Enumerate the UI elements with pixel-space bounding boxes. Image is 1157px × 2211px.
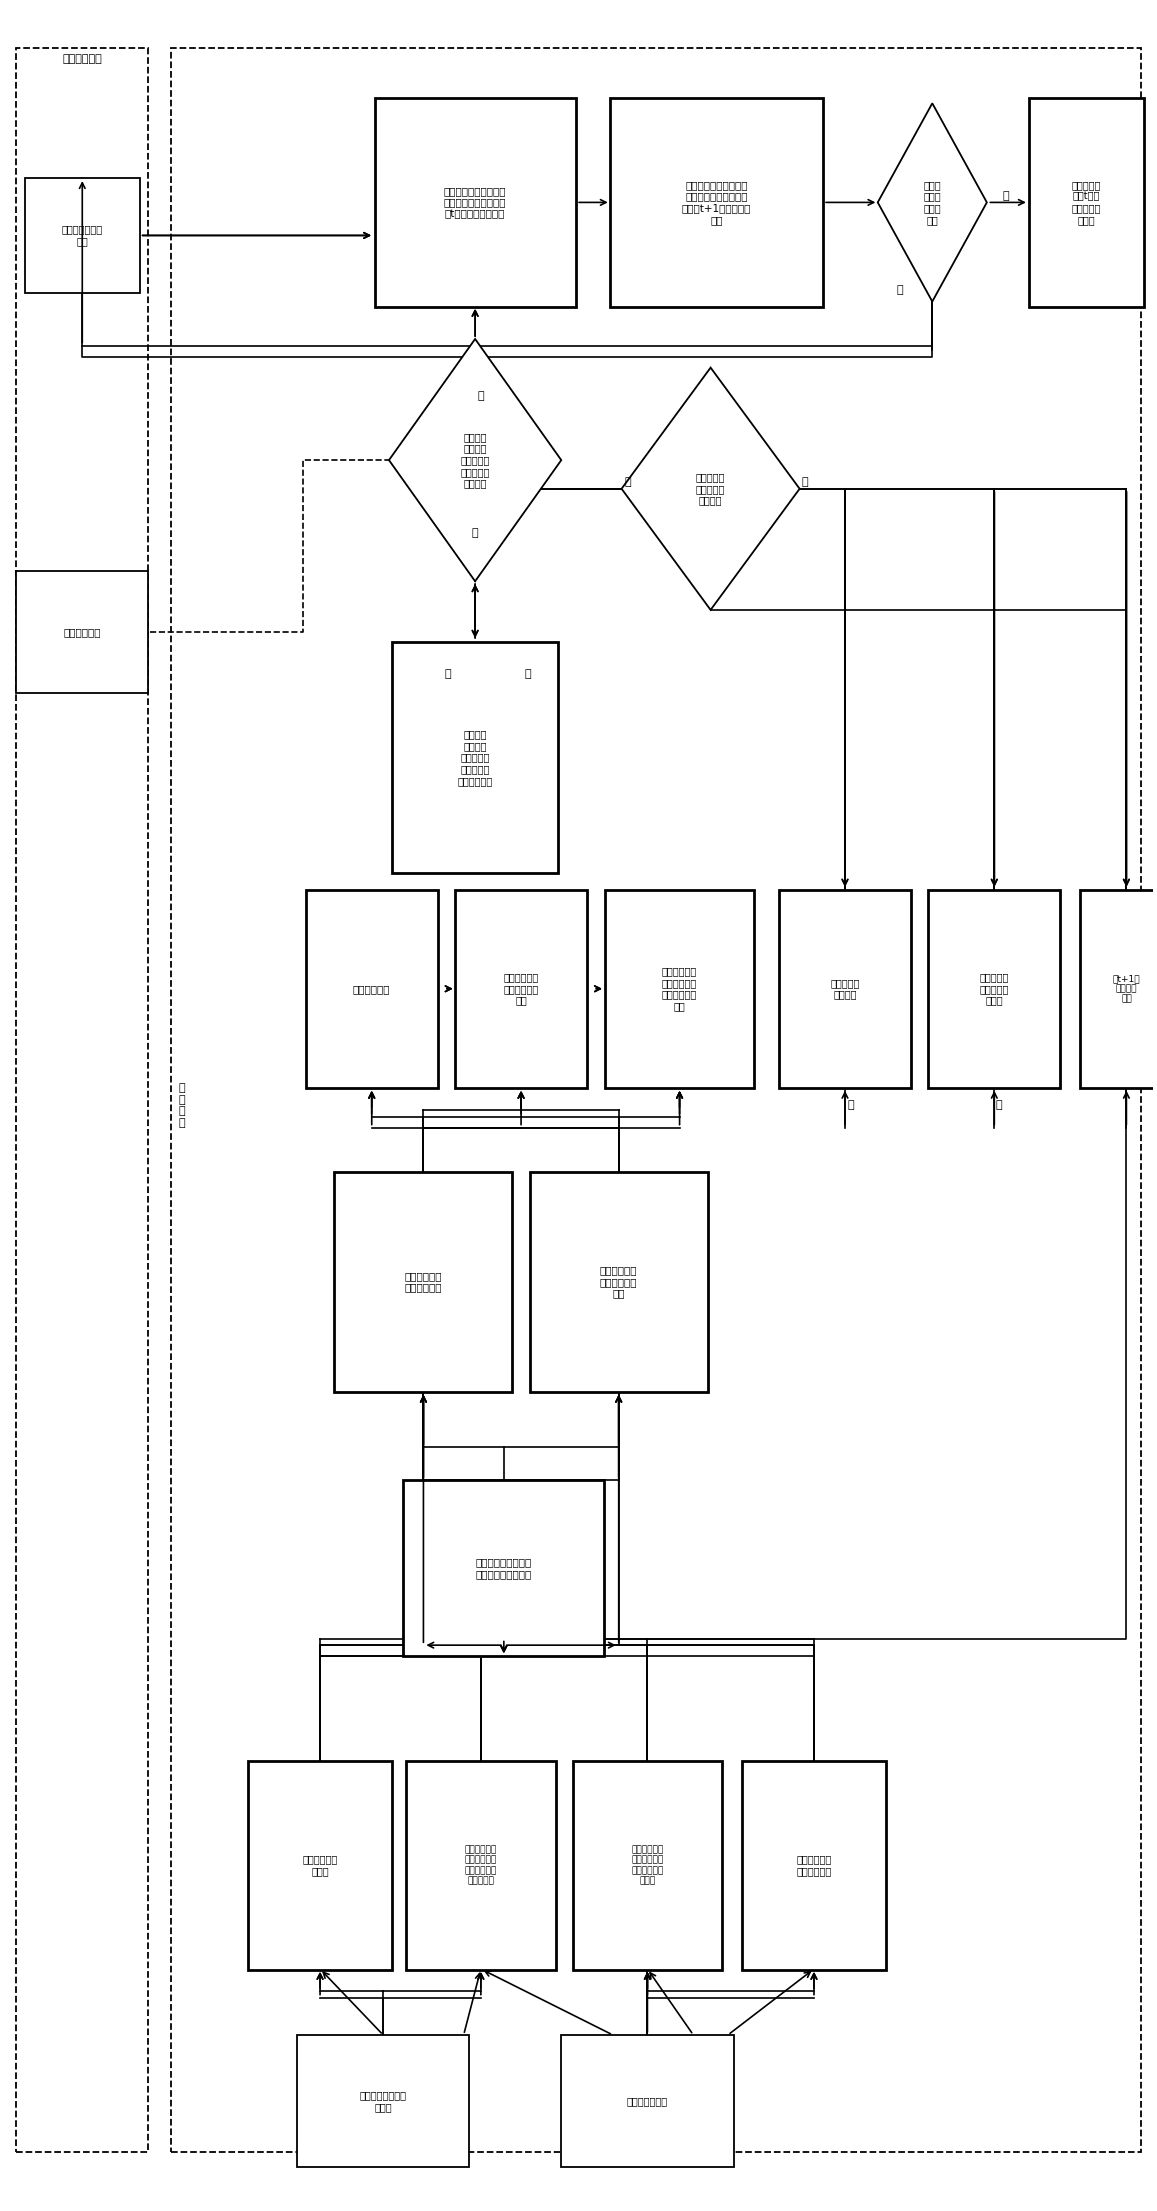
Text: 设置初始条件
及边界条件代
入算法方程确
定系数: 设置初始条件 及边界条件代 入算法方程确 定系数 bbox=[632, 1846, 664, 1886]
FancyBboxPatch shape bbox=[742, 1760, 886, 1970]
Text: 距离迭代次
数超过最大
值的量数: 距离迭代次 数超过最大 值的量数 bbox=[695, 473, 725, 506]
Text: 查管的管热系
数及热阻计算: 查管的管热系 数及热阻计算 bbox=[405, 1271, 442, 1293]
FancyBboxPatch shape bbox=[455, 889, 587, 1088]
Text: 计算时
长达到
设定预
期值: 计算时 长达到 设定预 期值 bbox=[923, 179, 941, 226]
Text: 计算完毕，
所得t时刻
结果即为计
算结果: 计算完毕， 所得t时刻 结果即为计 算结果 bbox=[1071, 179, 1101, 226]
Text: 否: 否 bbox=[625, 478, 632, 486]
FancyBboxPatch shape bbox=[1081, 889, 1157, 1088]
FancyBboxPatch shape bbox=[404, 1479, 604, 1656]
Polygon shape bbox=[621, 367, 799, 610]
FancyBboxPatch shape bbox=[1029, 97, 1143, 307]
FancyBboxPatch shape bbox=[605, 889, 754, 1088]
FancyBboxPatch shape bbox=[297, 2034, 470, 2167]
Text: 根据工质温度计算流
体时刻的热物性参数: 根据工质温度计算流 体时刻的热物性参数 bbox=[476, 1557, 532, 1579]
Text: 基土温度、比
热及导热系数
计算: 基土温度、比 热及导热系数 计算 bbox=[600, 1265, 638, 1298]
Text: 求解控制方程: 求解控制方程 bbox=[353, 984, 391, 993]
FancyBboxPatch shape bbox=[375, 97, 576, 307]
Text: 循环迭代求解: 循环迭代求解 bbox=[64, 628, 101, 637]
Text: 循环迭代计算出
判断: 循环迭代计算出 判断 bbox=[61, 226, 103, 245]
Text: 进入下一轮
装化计算: 进入下一轮 装化计算 bbox=[831, 977, 860, 999]
FancyBboxPatch shape bbox=[305, 889, 437, 1088]
Text: 入t+1时
刻的迭代
计算: 入t+1时 刻的迭代 计算 bbox=[1113, 973, 1141, 1004]
FancyBboxPatch shape bbox=[406, 1760, 555, 1970]
Text: 计
算
部
分: 计 算 部 分 bbox=[179, 1083, 185, 1128]
Text: 是: 是 bbox=[1002, 190, 1009, 201]
Text: 热换器尺寸及热物
性参数: 热换器尺寸及热物 性参数 bbox=[360, 2089, 407, 2112]
Text: 红: 红 bbox=[996, 1101, 1002, 1110]
Text: 红: 红 bbox=[847, 1101, 854, 1110]
Text: 将各时刻的工况温度、
流速及热物性的计算结
果作为t+1日计算的已
知量: 将各时刻的工况温度、 流速及热物性的计算结 果作为t+1日计算的已 知量 bbox=[681, 179, 751, 226]
Text: 否: 否 bbox=[472, 528, 479, 537]
FancyBboxPatch shape bbox=[530, 1172, 708, 1393]
Text: 基于固流耦合
图像及努谢尔
数数: 基于固流耦合 图像及努谢尔 数数 bbox=[503, 973, 539, 1006]
FancyBboxPatch shape bbox=[392, 641, 559, 873]
Text: 进入下一控
制单元体迭
代计算: 进入下一控 制单元体迭 代计算 bbox=[980, 973, 1009, 1006]
Text: 得到每个单元
换热、流速，
压力、换热量
的值: 得到每个单元 换热、流速， 压力、换热量 的值 bbox=[662, 966, 698, 1010]
FancyBboxPatch shape bbox=[928, 889, 1060, 1088]
Text: 是: 是 bbox=[444, 668, 451, 679]
Text: 初始参数设置: 初始参数设置 bbox=[62, 55, 102, 64]
Text: 否: 否 bbox=[897, 285, 904, 296]
Text: 计算截面节点
元素方向角、
截面坐标节点
位置及序号: 计算截面节点 元素方向角、 截面坐标节点 位置及序号 bbox=[465, 1846, 498, 1886]
FancyBboxPatch shape bbox=[16, 570, 148, 692]
FancyBboxPatch shape bbox=[249, 1760, 392, 1970]
FancyBboxPatch shape bbox=[573, 1760, 722, 1970]
Text: 计算时间及距
离步长、建模: 计算时间及距 离步长、建模 bbox=[796, 1855, 832, 1877]
Text: 是: 是 bbox=[478, 391, 484, 400]
FancyBboxPatch shape bbox=[24, 179, 140, 292]
Text: 否: 否 bbox=[524, 668, 531, 679]
Text: 是: 是 bbox=[802, 478, 808, 486]
FancyBboxPatch shape bbox=[610, 97, 823, 307]
Text: 将各个量元素加、热量
叠加，传递到各个系统
在t时刻的平均换热量: 将各个量元素加、热量 叠加，传递到各个系统 在t时刻的平均换热量 bbox=[444, 186, 507, 219]
Text: 一、整合
热量计算
流量控制单
元、之间代
入量求解: 一、整合 热量计算 流量控制单 元、之间代 入量求解 bbox=[460, 431, 489, 489]
FancyBboxPatch shape bbox=[779, 889, 911, 1088]
Text: 一、整合
溶液温度
控制集成量
换热、溶解
力量、压力量: 一、整合 溶液温度 控制集成量 换热、溶解 力量、压力量 bbox=[457, 730, 493, 785]
Text: 计算截面分层
分段数: 计算截面分层 分段数 bbox=[302, 1855, 338, 1877]
Text: 岩土热物性参数: 岩土热物性参数 bbox=[627, 2096, 668, 2107]
Polygon shape bbox=[389, 338, 561, 581]
FancyBboxPatch shape bbox=[561, 2034, 734, 2167]
FancyBboxPatch shape bbox=[334, 1172, 513, 1393]
Polygon shape bbox=[878, 104, 987, 301]
